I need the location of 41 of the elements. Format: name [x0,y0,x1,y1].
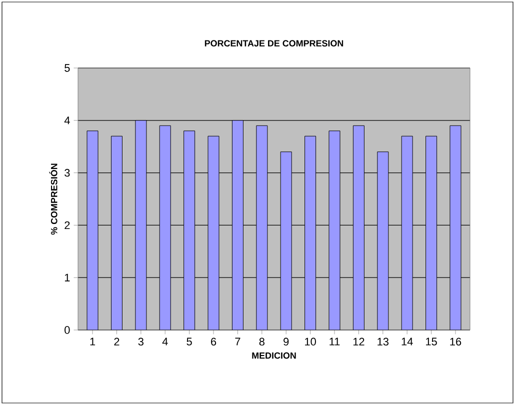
chart-title: PORCENTAJE DE COMPRESION [204,40,344,47]
x-axis-title: MEDICION [252,352,296,359]
x-tick-label: 9 [284,338,289,346]
bar [450,125,462,330]
bar [328,130,340,330]
x-tick-label: 4 [162,338,168,346]
x-tick-label: 11 [330,338,340,346]
x-tick-label: 2 [114,338,120,346]
y-tick-label: 3 [64,168,70,177]
bar [377,152,389,330]
y-tick-label: 1 [64,274,70,282]
x-tick-label: 13 [378,338,388,346]
bar [256,125,268,330]
x-tick-label: 5 [186,338,192,346]
y-tick-label: 4 [64,116,70,124]
x-tick-label: 3 [138,338,144,346]
bar [135,120,147,330]
bar [159,125,171,330]
x-tick-label: 10 [305,338,316,346]
x-tick-label: 12 [353,338,364,346]
x-tick-label: 8 [259,338,264,346]
bar [208,136,220,330]
x-tick-label: 15 [426,338,437,346]
bar [110,136,122,330]
x-tick-label: 16 [450,338,462,346]
y-tick-label: 0 [64,326,70,334]
bar [304,136,316,330]
x-tick-label: 1 [90,338,96,346]
bar [280,152,292,330]
bar [426,136,438,330]
bar [232,120,244,330]
bar [401,136,413,330]
bar [86,130,98,330]
x-tick-label: 14 [402,338,413,346]
x-tick-label: 6 [211,338,216,346]
bar [352,125,364,330]
y-tick-label: 2 [64,221,70,230]
bar [184,130,196,330]
y-axis-title: % COMPRESIÓN [49,164,58,235]
y-tick-label: 5 [64,64,70,72]
x-tick-label: 7 [235,338,240,346]
